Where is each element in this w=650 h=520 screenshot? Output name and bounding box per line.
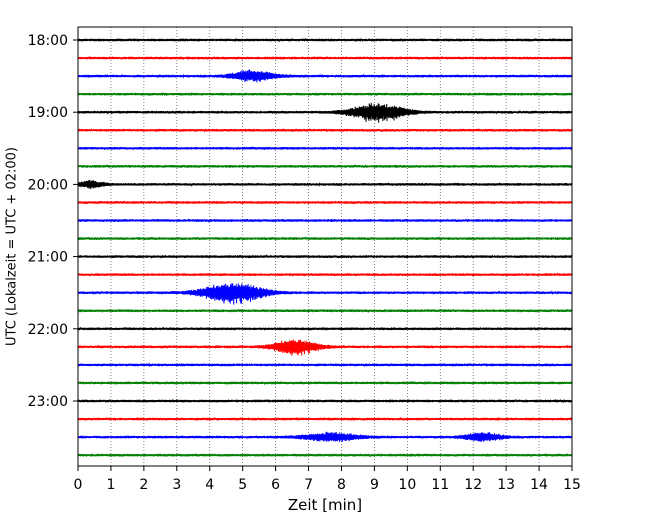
trace-2145 <box>77 308 573 314</box>
trace-2330 <box>77 431 573 443</box>
trace-1815 <box>77 56 573 60</box>
trace-2200 <box>77 327 573 331</box>
x-tick-label: 11 <box>431 477 449 493</box>
y-axis-label: UTC (Lokalzeit = UTC + 02:00) <box>5 147 20 346</box>
y-tick-label: 21:00 <box>28 250 68 266</box>
x-tick-label: 3 <box>172 477 181 493</box>
trace-1830 <box>77 69 573 83</box>
trace-1915 <box>77 127 573 133</box>
trace-2230 <box>77 362 573 368</box>
trace-1845 <box>77 92 573 97</box>
y-tick-label: 20:00 <box>28 177 68 193</box>
trace-2130 <box>77 283 573 305</box>
x-tick-label: 13 <box>497 477 515 493</box>
x-tick-label: 5 <box>238 477 247 493</box>
y-axis-ticks: 18:00 19:00 20:00 21:00 22:00 23:00 <box>28 33 78 410</box>
trace-2115 <box>77 272 573 277</box>
trace-2215 <box>77 339 573 356</box>
x-axis-label: Zeit [min] <box>288 496 362 514</box>
trace-2045 <box>77 235 573 242</box>
plot-frame <box>77 26 573 467</box>
x-tick-label: 2 <box>139 477 148 493</box>
trace-2015 <box>77 200 573 204</box>
x-tick-label: 8 <box>337 477 346 493</box>
x-gridlines <box>110 27 540 466</box>
x-tick-label: 4 <box>205 477 214 493</box>
x-tick-label: 1 <box>106 477 115 493</box>
trace-2315 <box>77 416 573 422</box>
trace-2245 <box>77 381 573 385</box>
trace-2300 <box>77 398 573 403</box>
x-tick-label: 7 <box>304 477 313 493</box>
trace-1945 <box>77 163 573 168</box>
trace-1900 <box>77 102 573 123</box>
x-tick-label: 6 <box>271 477 280 493</box>
y-tick-label: 23:00 <box>28 394 68 410</box>
trace-lines <box>77 38 573 458</box>
x-axis-ticks: 0 1 2 3 4 5 6 7 8 9 10 11 12 13 14 15 <box>74 466 581 493</box>
y-tick-label: 22:00 <box>28 322 68 338</box>
x-tick-label: 12 <box>464 477 482 493</box>
x-tick-label: 10 <box>398 477 416 493</box>
x-tick-label: 0 <box>74 477 83 493</box>
trace-2030 <box>77 218 573 224</box>
x-tick-label: 9 <box>370 477 379 493</box>
trace-2100 <box>77 254 573 260</box>
y-tick-label: 18:00 <box>28 33 68 49</box>
y-tick-label: 19:00 <box>28 105 68 121</box>
trace-1930 <box>77 146 573 150</box>
trace-1800 <box>77 38 573 43</box>
trace-2000 <box>77 179 573 190</box>
trace-2345 <box>77 453 573 458</box>
x-tick-label: 15 <box>563 477 581 493</box>
x-tick-label: 14 <box>530 477 548 493</box>
